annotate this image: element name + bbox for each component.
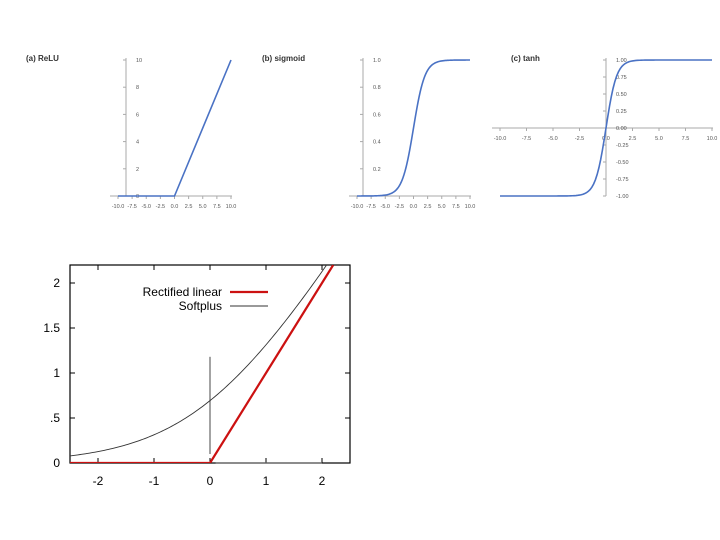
y-tick-label: -0.25 (616, 143, 629, 149)
tanh-panel: (c) tanh -10.0 -7.5 -5.0 -2.5 0.0 2.5 5.0 7.5 10.… (492, 54, 717, 200)
x-tick-label: -2 (93, 474, 104, 488)
rectified-linear-line (70, 265, 335, 463)
y-tick-label: 1.00 (616, 58, 627, 64)
y-tick-label: 0.50 (616, 92, 627, 98)
x-tick-label: -5.0 (381, 204, 390, 210)
x-tick-label: -2.5 (395, 204, 404, 210)
x-tick-label: 5.0 (655, 136, 663, 142)
x-tick-label: 10.0 (465, 204, 476, 210)
panel-title: (b) sigmoid (262, 54, 305, 63)
x-tick-label: -1 (149, 474, 160, 488)
y-tick-label: 8 (136, 85, 139, 91)
y-tick-label: -0.50 (616, 160, 629, 166)
legend-label-rectified-linear: Rectified linear (143, 285, 222, 299)
y-tick-label: 1 (53, 366, 60, 380)
x-tick-label: -7.5 (366, 204, 375, 210)
y-tick-label: 0.6 (373, 112, 381, 118)
x-tick-label: -2.5 (575, 136, 584, 142)
y-tick-label: 0.4 (373, 140, 381, 146)
x-tick-label: 2.5 (185, 204, 193, 210)
y-tick-label: -0.75 (616, 177, 629, 183)
y-tick-label: 6 (136, 112, 139, 118)
x-tick-label: -7.5 (522, 136, 531, 142)
x-tick-label: 1 (263, 474, 270, 488)
x-tick-label: 0 (207, 474, 214, 488)
x-tick-label: 10.0 (707, 136, 718, 142)
y-tick-label: -1.00 (616, 194, 629, 200)
y-tick-label: 10 (136, 58, 142, 64)
y-tick-label: 1.0 (373, 58, 381, 64)
x-tick-label: 7.5 (452, 204, 460, 210)
x-tick-label: 2.5 (629, 136, 637, 142)
panel-title: (c) tanh (511, 54, 540, 63)
softplus-line (70, 265, 328, 457)
y-tick-label: 0.75 (616, 75, 627, 81)
legend-label-softplus: Softplus (179, 299, 222, 313)
y-tick-label: 2 (136, 167, 139, 173)
activation-curve (356, 59, 471, 197)
y-tick-label: 2 (53, 276, 60, 290)
x-tick-label: 5.0 (438, 204, 446, 210)
x-tick-label: -10.0 (351, 204, 364, 210)
x-tick-label: -2.5 (156, 204, 165, 210)
y-tick-label: 0.8 (373, 85, 381, 91)
sigmoid-panel: (b) sigmoid -10.0 -7.5 -5.0 -2.5 0.0 2.5 5.0 7.5… (262, 54, 475, 210)
x-tick-label: 7.5 (682, 136, 690, 142)
x-tick-label: -10.0 (494, 136, 507, 142)
x-tick-label: -5.0 (548, 136, 557, 142)
x-tick-label: 0.0 (410, 204, 418, 210)
x-tick-label: -10.0 (112, 204, 125, 210)
x-tick-label: 2.5 (424, 204, 432, 210)
activation-curve (500, 59, 712, 197)
y-tick-label: 0.00 (616, 126, 627, 132)
y-tick-label: 0 (136, 194, 139, 200)
x-tick-label: 5.0 (199, 204, 207, 210)
x-tick-label: 2 (319, 474, 326, 488)
activation-curve (118, 59, 232, 197)
y-tick-label: 0.2 (373, 167, 381, 173)
panel-title: (a) ReLU (26, 54, 59, 63)
y-tick-label: 0 (53, 456, 60, 470)
x-tick-label: 7.5 (213, 204, 221, 210)
x-tick-label: -7.5 (127, 204, 136, 210)
y-tick-label: .5 (50, 411, 60, 425)
relu-panel: (a) ReLU -10.0 -7.5 -5.0 -2.5 0.0 2.5 5.0 7.5 10.… (26, 54, 236, 210)
y-tick-label: 4 (136, 140, 139, 146)
x-tick-label: 0.0 (171, 204, 179, 210)
y-tick-label: 1.5 (43, 321, 60, 335)
y-tick-label: 0.25 (616, 109, 627, 115)
x-tick-label: 0.0 (602, 136, 610, 142)
x-tick-label: -5.0 (142, 204, 151, 210)
x-tick-label: 10.0 (226, 204, 237, 210)
